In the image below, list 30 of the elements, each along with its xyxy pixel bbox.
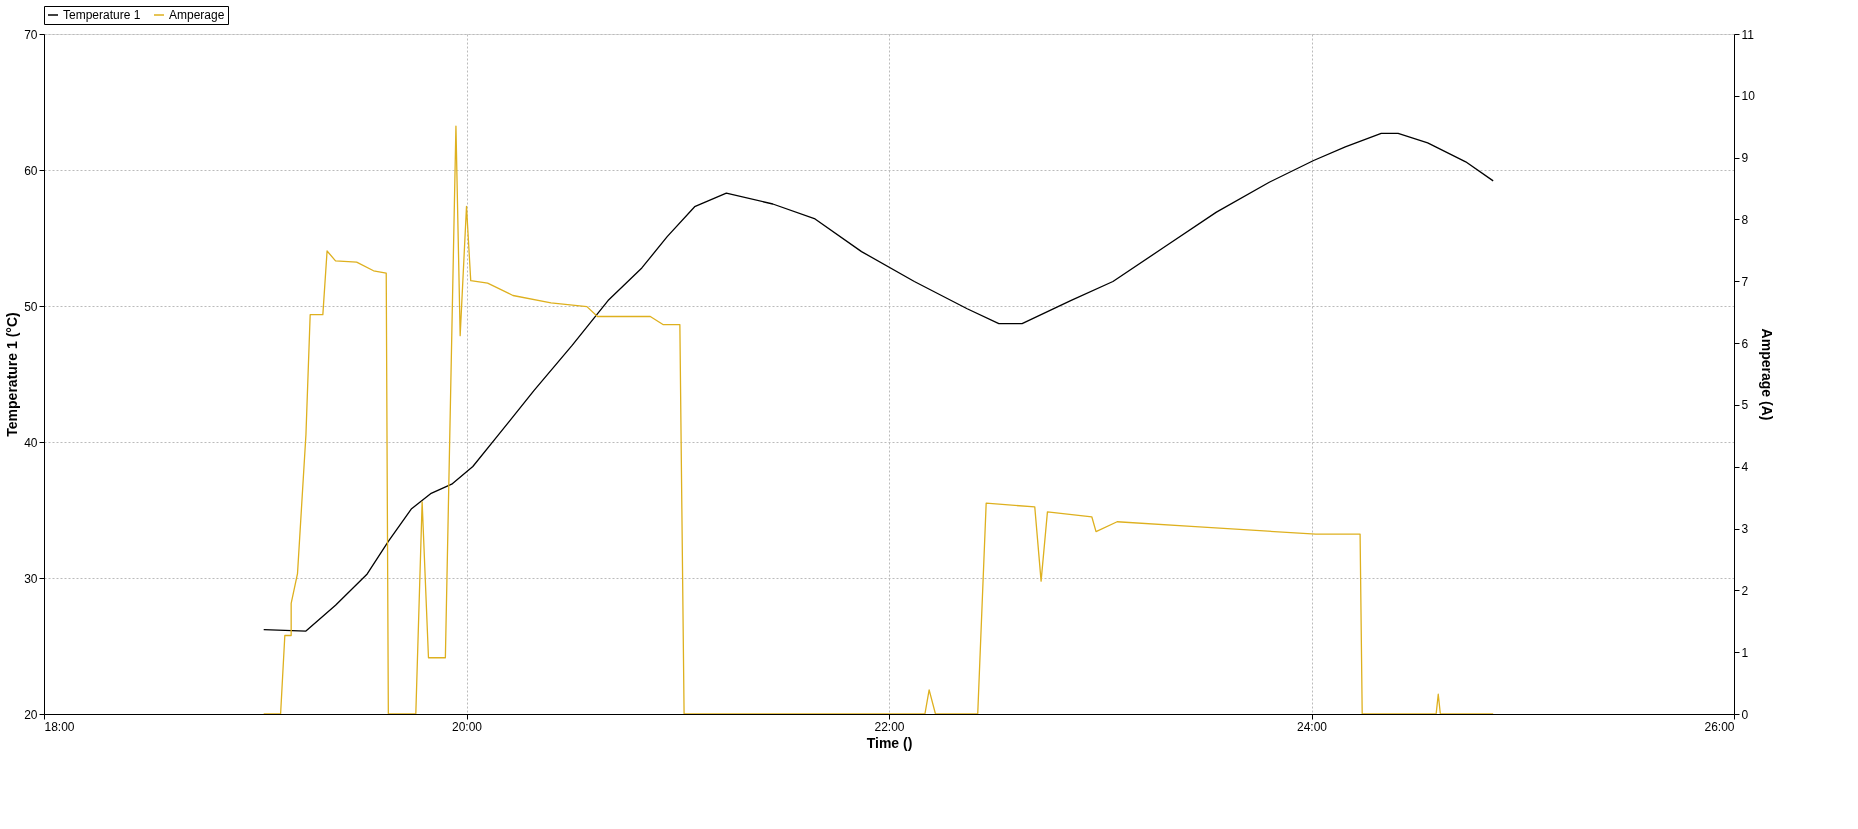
y2-tick-label: 5 — [1741, 398, 1749, 413]
y2-tick-label: 3 — [1741, 522, 1749, 537]
y2-tick-label: 7 — [1741, 274, 1749, 289]
x-axis-title: Time () — [866, 734, 913, 751]
y2-tick-label: 0 — [1741, 707, 1749, 722]
y2-tick-label: 9 — [1741, 151, 1749, 166]
y2-tick-label: 10 — [1741, 89, 1756, 104]
y2-tick-label: 6 — [1741, 336, 1749, 351]
y-tick-label: 70 — [24, 27, 38, 42]
y2-axis-title: Amperage (A) — [1758, 328, 1775, 421]
y2-tick-label: 1 — [1741, 645, 1749, 660]
y2-tick-label: 4 — [1741, 460, 1749, 475]
y2-tick-label: 2 — [1741, 583, 1749, 598]
x-tick-label: 24:00 — [1296, 719, 1328, 734]
x-tick-label: 18:00 — [44, 719, 75, 734]
x-tick-label: 20:00 — [451, 719, 483, 734]
line-series — [263, 132, 1494, 632]
x-tick-label: 22:00 — [874, 719, 905, 734]
y2-tick-label: 11 — [1741, 27, 1755, 42]
y-tick-label: 60 — [24, 163, 38, 178]
legend-label: Temperature 1 — [63, 8, 141, 22]
legend-label: Amperage — [169, 8, 225, 22]
line-series — [263, 125, 1494, 714]
y-axis-title: Temperature 1 (°C) — [4, 312, 21, 437]
x-tick-label: 26:00 — [1704, 719, 1735, 734]
y-tick-label: 30 — [24, 571, 38, 586]
y-tick-label: 20 — [24, 707, 38, 722]
y2-tick-label: 8 — [1741, 212, 1749, 227]
y-tick-label: 50 — [24, 299, 38, 314]
y-tick-label: 40 — [24, 435, 38, 450]
